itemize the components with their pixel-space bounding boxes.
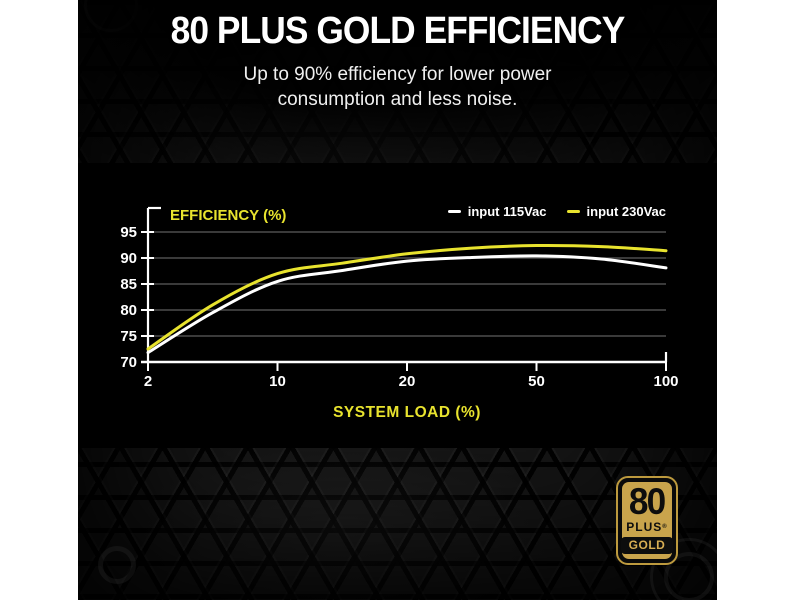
x-tick-label-50: 50 bbox=[528, 373, 545, 390]
efficiency-chart: 70 75 80 85 90 95 2 10 20 50 100 EFFICIENCY (%) SYST… bbox=[120, 206, 679, 421]
legend-label: input 230Vac bbox=[586, 203, 666, 219]
y-tick-label-75: 75 bbox=[120, 328, 137, 345]
legend-dash-icon bbox=[566, 209, 580, 213]
y-tick-label-85: 85 bbox=[120, 276, 137, 293]
header: 80 PLUS GOLD EFFICIENCY Up to 90% effici… bbox=[78, 10, 717, 112]
fan-hub-ring bbox=[650, 538, 717, 600]
top-shade bbox=[78, 0, 717, 185]
system-load-axis-label: SYSTEM LOAD (%) bbox=[333, 404, 481, 421]
psu-product-graphic: 80 PLUS GOLD EFFICIENCY Up to 90% effici… bbox=[78, 0, 717, 600]
legend-item-input-115Vac: input 115Vac bbox=[447, 203, 547, 219]
page-title: 80 PLUS GOLD EFFICIENCY bbox=[170, 10, 626, 52]
legend-dash-icon bbox=[447, 209, 461, 213]
badge-plus-word: PLUS bbox=[626, 520, 663, 534]
subtitle-line-2: consumption and less noise. bbox=[277, 89, 518, 110]
registered-mark-icon: ® bbox=[662, 524, 668, 530]
y-tick-label-70: 70 bbox=[120, 354, 137, 371]
badge-gold-band: GOLD bbox=[620, 537, 674, 554]
badge-plus-text: PLUS® bbox=[626, 521, 667, 534]
x-tick-label-20: 20 bbox=[399, 373, 416, 390]
fan-hub-ring bbox=[664, 552, 714, 600]
legend-label: input 115Vac bbox=[467, 203, 547, 219]
legend-item-input-230Vac: input 230Vac bbox=[566, 203, 666, 219]
screw-icon bbox=[98, 546, 136, 584]
subtitle-line-1: Up to 90% efficiency for lower power bbox=[243, 64, 552, 85]
chart-legend: input 115Vac input 230Vac bbox=[447, 203, 666, 219]
curve-input-230Vac bbox=[146, 243, 668, 351]
subtitle: Up to 90% efficiency for lower power con… bbox=[78, 62, 717, 112]
badge-inner: 80 PLUS® GOLD bbox=[620, 481, 674, 559]
efficiency-axis-label: EFFICIENCY (%) bbox=[170, 207, 286, 224]
x-tick-label-100: 100 bbox=[653, 373, 678, 390]
x-tick-label-10: 10 bbox=[269, 373, 286, 390]
80plus-gold-badge: 80 PLUS® GOLD bbox=[616, 476, 678, 565]
y-tick-label-95: 95 bbox=[120, 224, 137, 241]
y-tick-label-90: 90 bbox=[120, 250, 137, 267]
curve-input-115Vac bbox=[146, 254, 668, 355]
badge-80-text: 80 bbox=[629, 481, 666, 522]
efficiency-chart-background bbox=[78, 163, 717, 448]
y-tick-label-80: 80 bbox=[120, 302, 137, 319]
x-tick-label-2: 2 bbox=[144, 373, 152, 390]
